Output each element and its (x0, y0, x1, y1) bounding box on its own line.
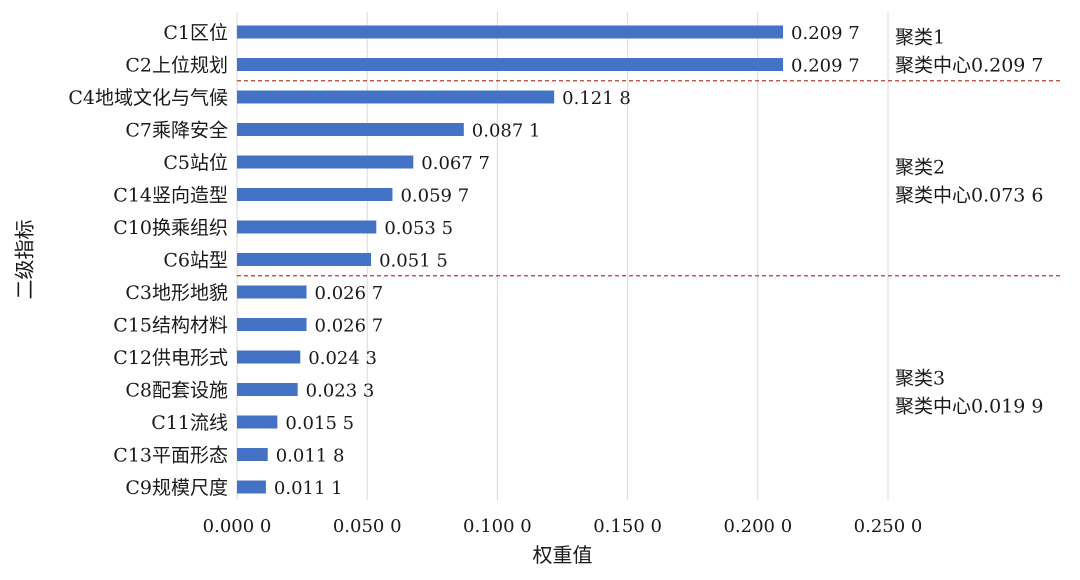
y-axis-title: 二级指标 (13, 220, 37, 300)
category-label: C10换乘组织 (113, 217, 228, 239)
data-label: 0.051 5 (379, 251, 448, 272)
x-tick-label: 0.150 0 (593, 516, 662, 537)
bar (237, 285, 307, 299)
category-label: C2上位规划 (125, 55, 228, 77)
x-tick-label: 0.200 0 (723, 516, 792, 537)
value-labels: 0.209 7 0.209 7 0.121 8 0.087 1 0.067 7 0.059… (274, 23, 860, 499)
x-tick-label: 0.050 0 (333, 516, 402, 537)
cluster-annotations: 聚类1 聚类中心0.209 7 聚类2 聚类中心0.073 6 聚类3 聚类中心0.019… (895, 26, 1044, 417)
category-label: C11流线 (151, 412, 228, 434)
data-label: 0.015 5 (285, 413, 354, 434)
cluster-center-label: 聚类中心0.209 7 (895, 54, 1044, 76)
category-label: C3地形地貌 (125, 282, 228, 304)
data-label: 0.121 8 (562, 88, 631, 109)
cluster-center-label: 聚类中心0.073 6 (895, 184, 1044, 206)
category-label: C4地域文化与气候 (68, 87, 228, 109)
category-label: C14竖向造型 (113, 185, 228, 207)
cluster-name: 聚类3 (895, 368, 945, 390)
bar (237, 188, 393, 201)
data-label: 0.053 5 (384, 218, 453, 239)
bar (237, 155, 414, 169)
bar (237, 383, 298, 396)
data-label: 0.059 7 (400, 186, 469, 207)
x-tick-label: 0.100 0 (463, 516, 532, 537)
bars (237, 25, 784, 494)
data-label: 0.024 3 (308, 348, 377, 369)
bar (237, 415, 278, 429)
bar (237, 318, 307, 331)
data-label: 0.011 8 (276, 446, 345, 467)
data-label: 0.011 1 (274, 478, 343, 499)
category-label: C8配套设施 (125, 380, 228, 402)
bar (237, 253, 372, 266)
category-label: C12供电形式 (113, 347, 228, 369)
bar (237, 90, 555, 104)
bar (237, 58, 784, 71)
category-label: C7乘降安全 (125, 120, 228, 142)
x-tick-label: 0.000 0 (203, 516, 272, 537)
x-tick-label: 0.250 0 (854, 516, 923, 537)
category-label: C9规模尺度 (125, 477, 228, 499)
bar (237, 448, 268, 461)
category-label: C6站型 (163, 250, 228, 272)
x-axis-title: 权重值 (533, 543, 593, 567)
x-tick-labels: 0.000 0 0.050 0 0.100 0 0.150 0 0.200 0 0.250… (203, 516, 923, 537)
category-labels: C1区位 C2上位规划 C4地域文化与气候 C7乘降安全 C5站位 C14竖向造型 C10换… (68, 22, 228, 499)
data-label: 0.087 1 (472, 121, 541, 142)
cluster-name: 聚类1 (895, 26, 945, 48)
data-label: 0.067 7 (421, 153, 490, 174)
category-label: C1区位 (163, 22, 228, 44)
cluster-name: 聚类2 (895, 156, 945, 178)
data-label: 0.023 3 (306, 381, 375, 402)
data-label: 0.026 7 (315, 316, 384, 337)
category-label: C13平面形态 (113, 445, 228, 467)
bar (237, 350, 301, 364)
bar (237, 480, 266, 494)
cluster-center-label: 聚类中心0.019 9 (895, 396, 1044, 418)
data-label: 0.026 7 (315, 283, 384, 304)
bar (237, 220, 377, 234)
data-label: 0.209 7 (791, 56, 860, 77)
bar (237, 123, 464, 136)
bar (237, 25, 784, 39)
category-label: C5站位 (163, 152, 228, 174)
data-label: 0.209 7 (791, 23, 860, 44)
cluster-dividers (237, 80, 1060, 277)
category-label: C15结构材料 (113, 315, 228, 337)
